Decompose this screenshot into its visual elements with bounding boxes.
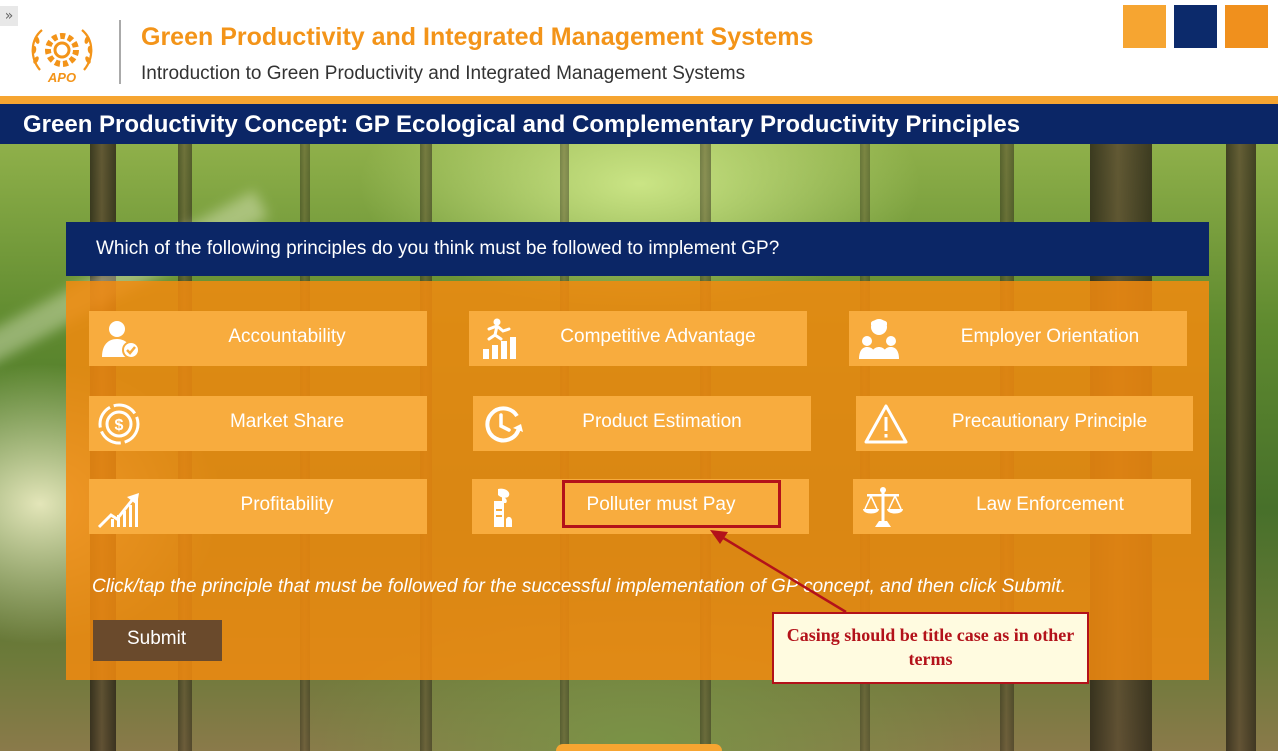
person-check-icon	[102, 321, 140, 359]
question-bar: Which of the following principles do you…	[66, 222, 1209, 276]
option-label: Profitability	[240, 494, 334, 515]
submit-button[interactable]: Submit	[93, 620, 222, 661]
apo-logo: APO	[31, 29, 93, 85]
annotation-arrow	[710, 530, 847, 614]
runner-bar-chart-icon	[483, 318, 516, 359]
logo-text: APO	[47, 70, 76, 85]
logo-divider	[119, 20, 121, 84]
annotation-callout: Casing should be title case as in other …	[772, 612, 1089, 684]
option-employer-orientation[interactable]: Employer Orientation	[849, 311, 1187, 366]
growth-chart-icon	[97, 493, 139, 529]
course-subtitle: Introduction to Green Productivity and I…	[141, 63, 746, 84]
annotation-highlight-box	[562, 480, 781, 528]
option-label: Polluter must Pay	[586, 494, 736, 515]
clock-arrow-icon	[485, 406, 523, 443]
option-label: Law Enforcement	[976, 494, 1124, 515]
header: » APO Green Productivity and Integrated …	[0, 0, 1278, 96]
option-product-estimation[interactable]: Product Estimation	[473, 396, 811, 451]
scales-icon	[863, 487, 903, 527]
people-group-icon	[859, 319, 899, 359]
course-title: Green Productivity and Integrated Manage…	[141, 23, 814, 51]
option-accountability[interactable]: Accountability	[89, 311, 427, 366]
brand-square-orange	[1123, 5, 1166, 48]
option-competitive-advantage[interactable]: Competitive Advantage	[469, 311, 807, 366]
header-rule	[0, 96, 1278, 104]
bottom-navigation-tab[interactable]	[556, 744, 722, 751]
page-title-bar: Green Productivity Concept: GP Ecologica…	[0, 104, 1278, 144]
warning-triangle-icon	[864, 404, 908, 444]
brand-square-dark-orange	[1225, 5, 1268, 48]
brand-square-navy	[1174, 5, 1217, 48]
option-precautionary-principle[interactable]: Precautionary Principle	[856, 396, 1193, 451]
option-polluter-must-pay[interactable]: Polluter must Pay	[472, 479, 809, 534]
expand-panel-button[interactable]: »	[0, 6, 18, 26]
factory-smoke-icon	[494, 488, 512, 527]
option-market-share[interactable]: $ Market Share	[89, 396, 427, 451]
dollar-target-icon: $	[98, 403, 140, 445]
option-profitability[interactable]: Profitability	[89, 479, 427, 534]
option-label: Accountability	[228, 326, 346, 347]
option-label: Market Share	[229, 411, 345, 432]
option-label: Product Estimation	[582, 411, 742, 432]
page-title: Green Productivity Concept: GP Ecologica…	[23, 111, 1021, 138]
option-label: Competitive Advantage	[560, 326, 756, 347]
instruction-text: Click/tap the principle that must be fol…	[92, 576, 1067, 597]
option-label: Employer Orientation	[960, 326, 1140, 347]
question-text: Which of the following principles do you…	[96, 238, 780, 259]
option-label: Precautionary Principle	[951, 411, 1148, 432]
option-law-enforcement[interactable]: Law Enforcement	[853, 479, 1191, 534]
svg-text:$: $	[115, 417, 124, 434]
